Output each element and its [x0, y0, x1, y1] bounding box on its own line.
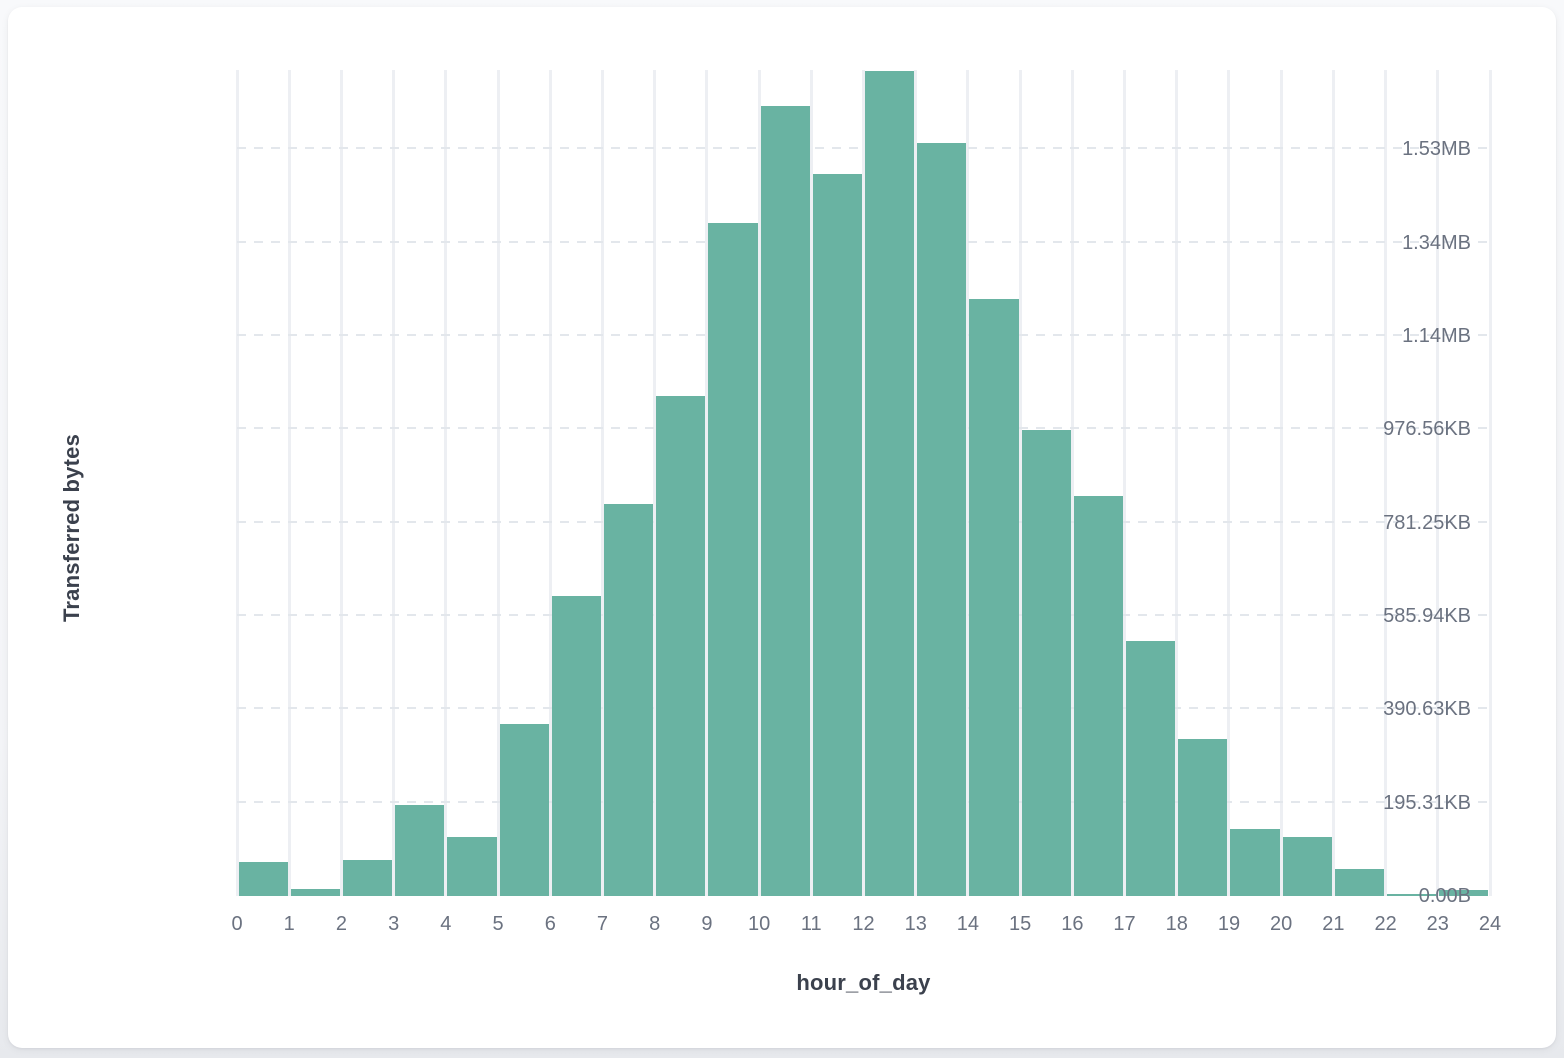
- h-gridline: [237, 427, 1490, 430]
- y-tick-label: 0.00B: [1418, 885, 1471, 907]
- histogram-bar-hour-3[interactable]: [395, 804, 445, 896]
- x-tick-label: 11: [800, 913, 822, 935]
- v-gridline: [1331, 70, 1335, 896]
- x-tick-label: 19: [1217, 913, 1241, 935]
- x-tick-label: 22: [1374, 913, 1397, 935]
- v-gridline: [600, 70, 604, 896]
- histogram-bar-hour-21[interactable]: [1334, 868, 1385, 896]
- v-gridline: [392, 70, 396, 896]
- histogram-bar-hour-8[interactable]: [656, 396, 706, 896]
- v-gridline: [653, 70, 657, 896]
- histogram-bar-hour-20[interactable]: [1282, 837, 1332, 896]
- v-gridline: [1175, 70, 1179, 896]
- histogram-bar-hour-9[interactable]: [708, 222, 758, 896]
- y-tick-label: 1.14MB: [1402, 325, 1471, 347]
- x-tick-label: 0: [231, 913, 243, 935]
- x-tick-label: 7: [596, 913, 609, 935]
- histogram-bar-hour-23[interactable]: [1439, 889, 1489, 896]
- x-tick-label: 6: [544, 913, 556, 935]
- x-tick-label: 17: [1113, 913, 1136, 935]
- histogram-bar-hour-6[interactable]: [551, 596, 601, 896]
- v-gridline: [1384, 70, 1388, 896]
- x-tick-label: 15: [1009, 913, 1032, 935]
- y-tick-label: 1.53MB: [1402, 138, 1471, 161]
- histogram-bar-hour-4[interactable]: [447, 837, 497, 896]
- histogram-bar-hour-17[interactable]: [1126, 641, 1176, 896]
- x-tick-label: 16: [1061, 913, 1084, 935]
- v-gridline: [757, 70, 761, 896]
- h-gridline: [237, 240, 1490, 243]
- h-gridline: [237, 334, 1490, 336]
- y-tick-label: 976.56KB: [1383, 418, 1471, 441]
- v-gridline: [1279, 70, 1283, 896]
- h-gridline: [237, 707, 1490, 710]
- x-tick-label: 20: [1270, 913, 1293, 935]
- v-gridline: [444, 70, 448, 896]
- v-gridline: [548, 70, 552, 896]
- v-gridline: [1488, 70, 1492, 896]
- v-gridline: [496, 70, 500, 896]
- histogram-bar-hour-1[interactable]: [290, 888, 340, 896]
- histogram-bar-hour-13[interactable]: [917, 142, 967, 896]
- v-gridline: [339, 70, 343, 896]
- v-gridline: [914, 70, 918, 896]
- histogram-bar-hour-14[interactable]: [969, 299, 1019, 896]
- y-tick-label: 195.31KB: [1383, 791, 1471, 814]
- x-tick-label: 1: [283, 913, 295, 935]
- histogram-bar-hour-16[interactable]: [1073, 496, 1124, 896]
- h-gridline: [237, 800, 1490, 803]
- x-tick-label: 3: [388, 913, 400, 935]
- x-tick-label: 4: [440, 913, 452, 935]
- v-gridline: [1070, 70, 1074, 896]
- v-gridline: [287, 70, 291, 896]
- x-axis-title: hour_of_day: [796, 970, 931, 995]
- x-tick-label: 13: [904, 913, 927, 935]
- histogram-bar-hour-22[interactable]: [1387, 894, 1437, 896]
- v-gridline: [862, 70, 865, 896]
- x-tick-label: 2: [335, 913, 347, 935]
- histogram-bar-hour-0[interactable]: [238, 861, 288, 896]
- v-gridline: [1123, 70, 1127, 896]
- chart-card: Transferred bytes 0.00B 195.31KB 390.63KB 5…: [8, 7, 1556, 1048]
- y-tick-label: 781.25KB: [1383, 511, 1471, 534]
- x-tick-label: 9: [701, 913, 713, 935]
- v-gridline: [1018, 70, 1022, 896]
- x-tick-label: 24: [1478, 913, 1502, 935]
- h-gridline: [237, 147, 1490, 150]
- histogram-bar-hour-18[interactable]: [1178, 739, 1228, 896]
- x-tick-label: 8: [649, 913, 661, 935]
- x-tick-label: 23: [1426, 913, 1449, 935]
- y-tick-label: 1.34MB: [1402, 231, 1471, 254]
- x-tick-label: 21: [1322, 913, 1345, 935]
- v-gridline: [1436, 70, 1440, 896]
- histogram-bar-hour-2[interactable]: [342, 859, 393, 896]
- v-gridline: [705, 70, 709, 896]
- histogram-bar-hour-7[interactable]: [603, 504, 654, 896]
- x-tick-label: 5: [492, 913, 504, 935]
- histogram-bar-hour-19[interactable]: [1230, 829, 1280, 896]
- histogram-bar-hour-10[interactable]: [760, 106, 810, 896]
- v-gridline: [966, 70, 970, 896]
- histogram-bar-hour-15[interactable]: [1021, 430, 1071, 896]
- histogram-bar-hour-5[interactable]: [499, 724, 549, 896]
- x-tick-label: 12: [852, 913, 875, 935]
- plot-area: 0.00B 195.31KB 390.63KB 585.94KB 781.25KB 976…: [231, 70, 1501, 995]
- y-axis-title: Transferred bytes: [59, 433, 84, 622]
- x-tick-label: 10: [747, 913, 771, 935]
- x-tick-label: 18: [1165, 913, 1188, 935]
- x-tick-label: 14: [956, 913, 980, 935]
- v-gridline: [809, 70, 813, 896]
- y-tick-label: 390.63KB: [1383, 698, 1471, 721]
- histogram-bar-hour-12[interactable]: [865, 71, 915, 896]
- histogram-bar-hour-11[interactable]: [812, 173, 862, 896]
- y-tick-label: 585.94KB: [1383, 605, 1471, 627]
- v-gridline: [235, 70, 239, 896]
- h-gridline: [237, 614, 1490, 616]
- h-gridline: [237, 520, 1490, 523]
- v-gridline: [1227, 70, 1231, 896]
